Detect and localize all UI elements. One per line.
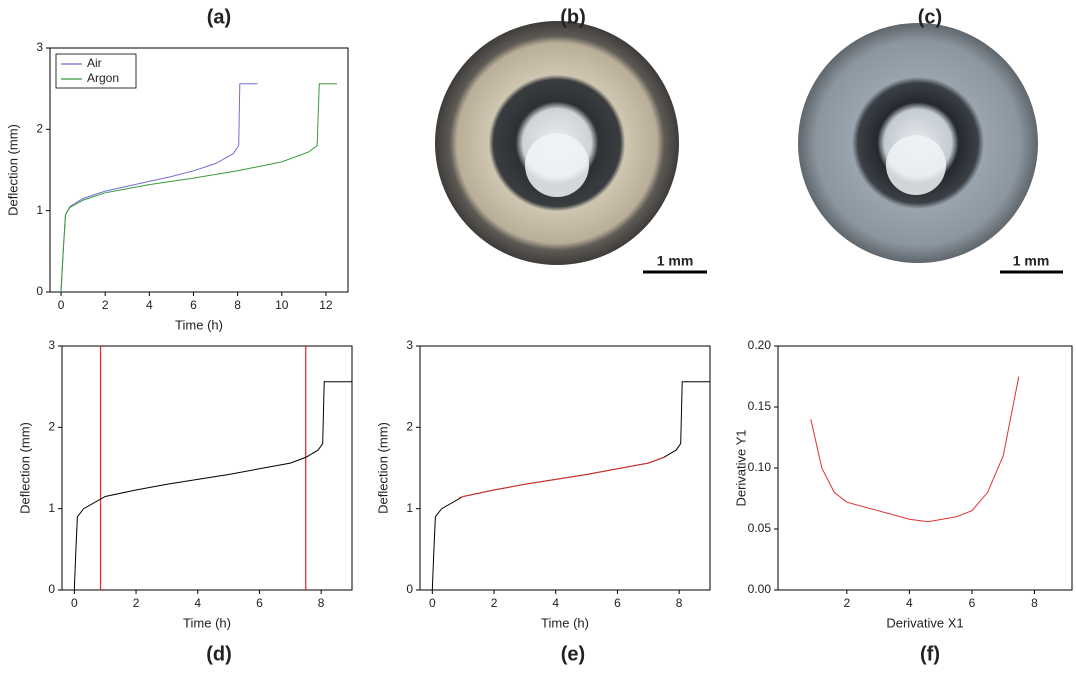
panel: 0 2 4 6 8 0 1 2 3 Time (h) Deflection (mm) (d)	[17, 338, 352, 665]
x-tick-label: 6	[256, 596, 263, 610]
x-axis-label: Time (h)	[183, 615, 231, 630]
legend-label: Argon	[87, 71, 119, 85]
x-tick-label: 6	[190, 298, 197, 312]
panel-label: (d)	[206, 643, 232, 665]
y-tick-label: 1	[36, 203, 43, 217]
y-tick-label: 0.10	[748, 460, 772, 474]
panel: 2 4 6 8 0.00 0.05 0.10 0.15 0.20 Derivative X1 Der…	[733, 338, 1072, 665]
specimen-center	[886, 135, 946, 195]
y-tick-label: 0.00	[748, 582, 772, 596]
panel: 0 2 4 6 8 0 1 2 3 Time (h) Deflection (mm) (e)	[375, 338, 710, 665]
panel-label: (b)	[560, 6, 586, 28]
data-line	[432, 382, 710, 590]
data-line	[74, 382, 352, 590]
specimen-center	[525, 133, 589, 197]
legend-label: Air	[87, 56, 102, 70]
photo-c: 1 mm (c)	[798, 6, 1063, 272]
x-tick-label: 2	[491, 596, 498, 610]
y-axis-label: Deflection (mm)	[375, 422, 390, 514]
y-tick-label: 0	[36, 284, 43, 298]
y-axis-label: Deflection (mm)	[17, 422, 32, 514]
y-tick-label: 0.15	[748, 399, 772, 413]
y-tick-label: 3	[406, 338, 413, 352]
x-tick-label: 0	[71, 596, 78, 610]
y-tick-label: 2	[48, 420, 55, 434]
x-tick-label: 10	[275, 298, 289, 312]
x-tick-label: 2	[843, 596, 850, 610]
y-tick-label: 3	[48, 338, 55, 352]
y-tick-label: 0.20	[748, 338, 772, 352]
x-axis-label: Time (h)	[541, 615, 589, 630]
data-line	[811, 377, 1019, 522]
x-tick-label: 4	[194, 596, 201, 610]
x-tick-label: 12	[319, 298, 333, 312]
y-tick-label: 1	[48, 501, 55, 515]
y-axis-label: Derivative Y1	[733, 429, 748, 506]
data-line	[61, 84, 337, 292]
panel-label: (e)	[561, 643, 585, 665]
x-tick-label: 4	[552, 596, 559, 610]
scale-bar-label: 1 mm	[657, 253, 694, 269]
panel-label: (a)	[207, 6, 231, 28]
data-line	[459, 457, 664, 498]
y-axis-label: Deflection (mm)	[5, 124, 20, 216]
panel-label: (c)	[918, 6, 942, 28]
x-tick-label: 2	[133, 596, 140, 610]
plot-frame	[420, 346, 710, 590]
x-axis-label: Derivative X1	[886, 615, 963, 630]
plot-frame	[62, 346, 352, 590]
x-tick-label: 8	[318, 596, 325, 610]
x-tick-label: 4	[906, 596, 913, 610]
panel-label: (f)	[920, 643, 940, 665]
scale-bar-label: 1 mm	[1013, 253, 1050, 269]
y-tick-label: 0.05	[748, 521, 772, 535]
y-tick-label: 0	[406, 582, 413, 596]
x-tick-label: 2	[102, 298, 109, 312]
x-tick-label: 0	[429, 596, 436, 610]
x-axis-label: Time (h)	[175, 317, 223, 332]
x-tick-label: 8	[1031, 596, 1038, 610]
y-tick-label: 1	[406, 501, 413, 515]
data-line	[61, 84, 258, 292]
y-tick-label: 0	[48, 582, 55, 596]
x-tick-label: 8	[676, 596, 683, 610]
y-tick-label: 2	[406, 420, 413, 434]
figure: 1 mm (b) 1 mm (c) 0246810120123Time (h)D…	[0, 0, 1076, 669]
y-tick-label: 3	[36, 40, 43, 54]
x-tick-label: 4	[146, 298, 153, 312]
x-tick-label: 8	[234, 298, 241, 312]
x-tick-label: 0	[58, 298, 65, 312]
x-tick-label: 6	[969, 596, 976, 610]
y-tick-label: 2	[36, 122, 43, 136]
photo-b: 1 mm (b)	[435, 6, 707, 272]
x-tick-label: 6	[614, 596, 621, 610]
